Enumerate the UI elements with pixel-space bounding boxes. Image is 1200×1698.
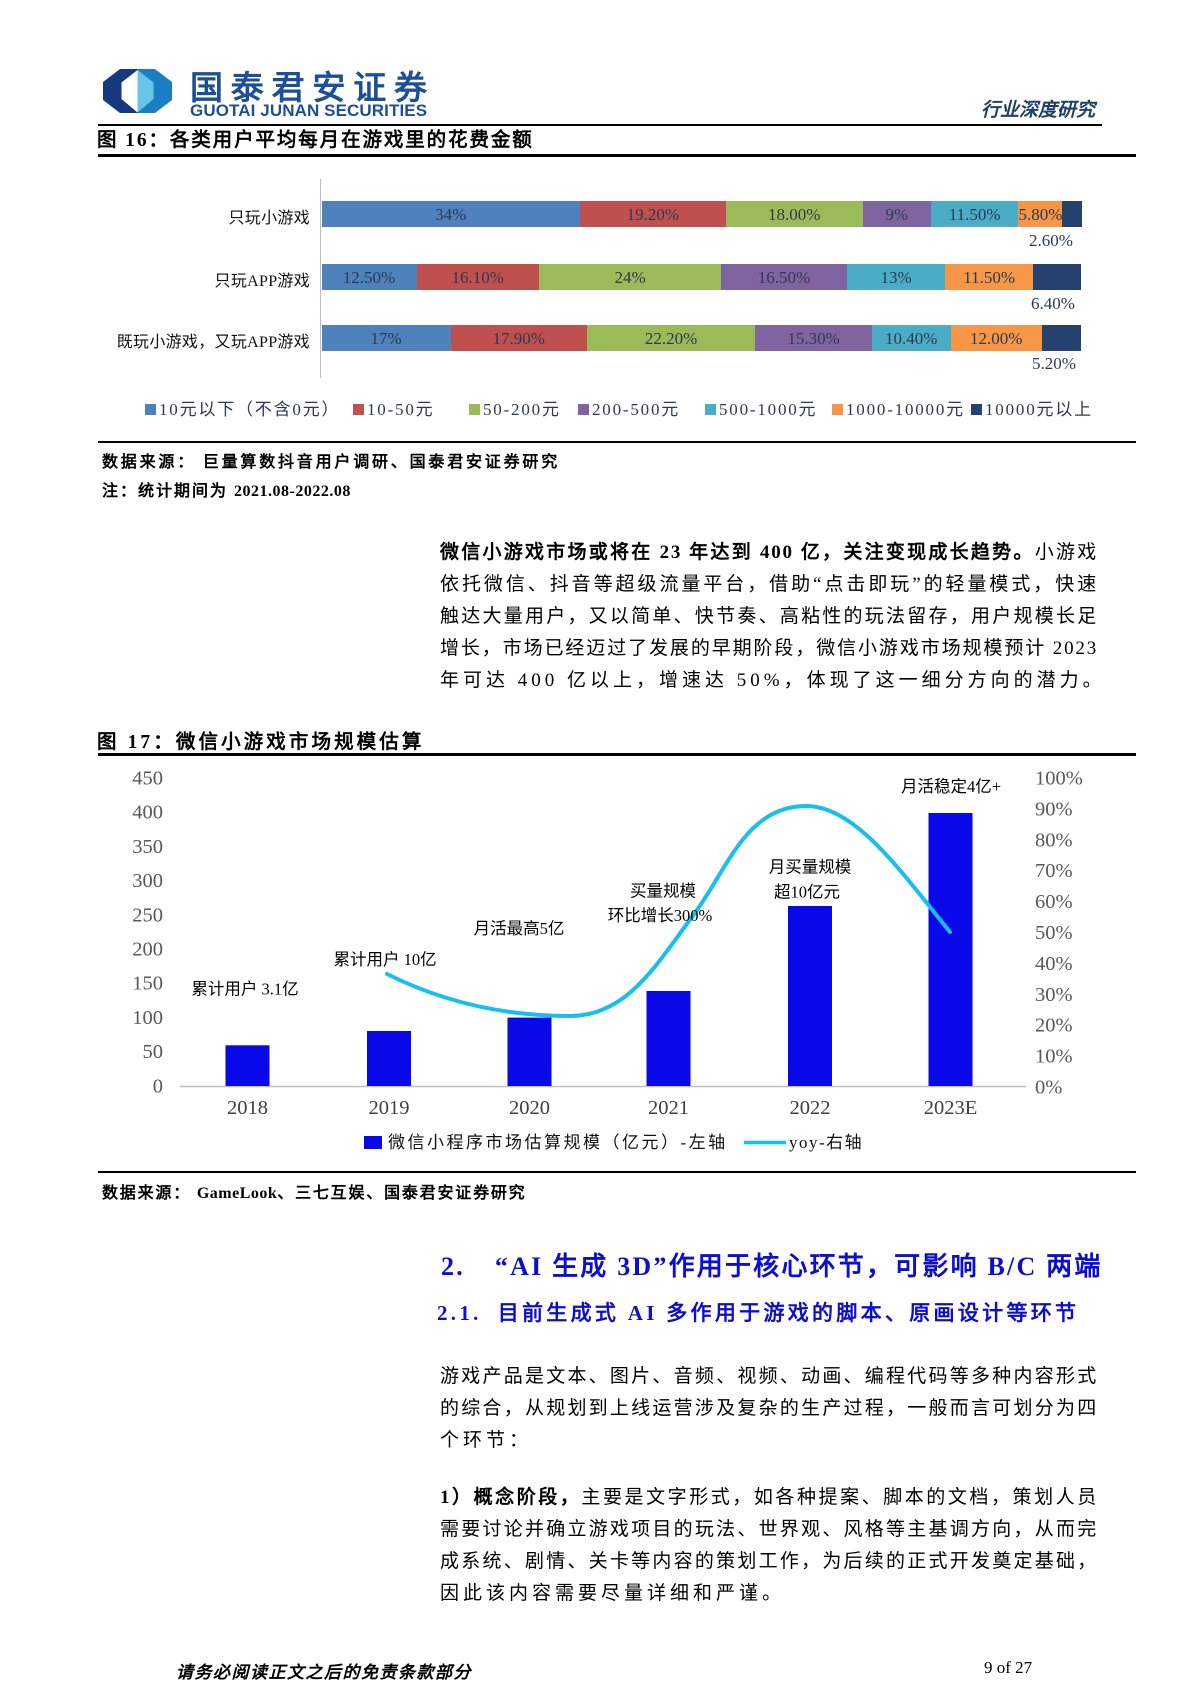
svg-text:2019: 2019 — [369, 1097, 410, 1119]
svg-text:月买量规模: 月买量规模 — [769, 858, 852, 877]
svg-text:2023E: 2023E — [924, 1097, 978, 1119]
svg-text:月活最高5亿: 月活最高5亿 — [474, 919, 565, 938]
svg-text:80%: 80% — [1035, 829, 1073, 851]
svg-text:月活稳定4亿+: 月活稳定4亿+ — [901, 777, 1001, 796]
svg-text:150: 150 — [132, 973, 163, 995]
svg-text:90%: 90% — [1035, 798, 1073, 820]
svg-text:yoy-右轴: yoy-右轴 — [789, 1133, 863, 1152]
svg-text:0%: 0% — [1035, 1077, 1062, 1099]
svg-text:10%: 10% — [1035, 1046, 1073, 1068]
svg-text:0: 0 — [153, 1076, 163, 1098]
svg-text:300: 300 — [132, 870, 163, 892]
svg-text:买量规模: 买量规模 — [630, 882, 696, 901]
svg-text:350: 350 — [132, 836, 163, 858]
svg-text:250: 250 — [132, 904, 163, 926]
svg-text:100%: 100% — [1035, 768, 1083, 790]
svg-text:50%: 50% — [1035, 922, 1073, 944]
svg-text:累计用户 10亿: 累计用户 10亿 — [333, 950, 436, 969]
svg-text:400: 400 — [132, 802, 163, 824]
svg-text:40%: 40% — [1035, 953, 1073, 975]
svg-text:2018: 2018 — [227, 1097, 268, 1119]
svg-text:200: 200 — [132, 939, 163, 961]
svg-text:2022: 2022 — [790, 1097, 831, 1119]
svg-text:50: 50 — [143, 1041, 164, 1063]
svg-text:2020: 2020 — [509, 1097, 550, 1119]
svg-text:微信小程序市场估算规模（亿元）-左轴: 微信小程序市场估算规模（亿元）-左轴 — [388, 1133, 728, 1152]
svg-text:60%: 60% — [1035, 891, 1073, 913]
svg-text:70%: 70% — [1035, 860, 1073, 882]
svg-text:环比增长300%: 环比增长300% — [608, 906, 713, 925]
svg-text:2021: 2021 — [648, 1097, 689, 1119]
svg-text:450: 450 — [132, 768, 163, 790]
svg-text:30%: 30% — [1035, 984, 1073, 1006]
svg-text:20%: 20% — [1035, 1015, 1073, 1037]
svg-text:超10亿元: 超10亿元 — [774, 883, 840, 902]
svg-text:累计用户 3.1亿: 累计用户 3.1亿 — [191, 980, 298, 999]
svg-text:100: 100 — [132, 1007, 163, 1029]
